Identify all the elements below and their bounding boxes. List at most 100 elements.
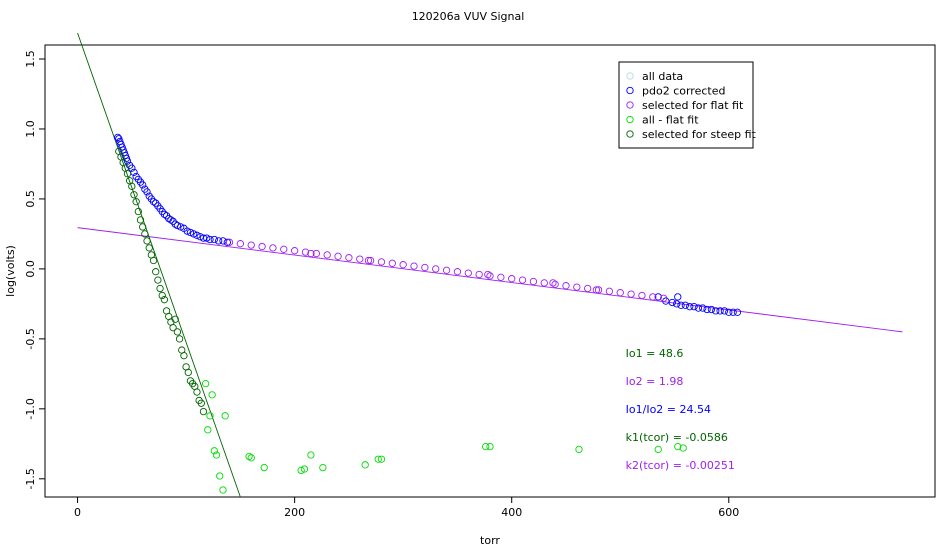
data-point xyxy=(486,272,494,280)
data-point xyxy=(377,258,386,266)
data-point xyxy=(475,270,483,279)
data-point xyxy=(673,300,681,308)
data-point xyxy=(699,304,707,312)
y-axis-label: log(volts) xyxy=(4,245,17,297)
data-point xyxy=(654,445,662,454)
data-point xyxy=(173,328,182,336)
legend-marker xyxy=(626,86,634,95)
data-point xyxy=(175,335,184,343)
x-tick-label: 400 xyxy=(501,506,522,519)
legend-marker xyxy=(626,101,634,109)
data-point xyxy=(690,303,698,311)
data-point xyxy=(377,455,386,463)
data-point xyxy=(223,238,231,246)
data-point xyxy=(733,308,742,316)
y-axis: 1.5 1.0 0.5 0.0 -0.5 -1.0 -1.5 xyxy=(24,50,45,490)
data-point xyxy=(258,242,266,251)
data-point xyxy=(145,244,153,252)
data-point xyxy=(225,238,234,246)
steep-fit-line xyxy=(77,32,241,498)
fit-annotation: k1(tcor) = -0.0586 xyxy=(626,431,728,444)
data-point xyxy=(540,279,548,287)
data-point xyxy=(686,303,694,311)
data-point xyxy=(193,388,201,396)
data-point xyxy=(484,270,492,279)
data-point xyxy=(334,252,342,260)
data-point xyxy=(575,445,583,454)
data-point xyxy=(725,308,733,316)
x-axis: 0 200 400 600 xyxy=(74,497,739,519)
legend-label: selected for flat fit xyxy=(642,99,744,112)
data-point xyxy=(716,307,724,315)
data-point xyxy=(584,284,592,293)
data-point xyxy=(399,261,407,269)
data-point xyxy=(219,486,227,494)
data-point xyxy=(356,255,364,263)
data-point xyxy=(269,244,277,252)
data-point xyxy=(208,391,216,399)
series-selected-for-flat-fit xyxy=(225,238,668,302)
data-point xyxy=(345,254,353,262)
data-point xyxy=(167,216,175,224)
data-point xyxy=(149,256,158,265)
data-point xyxy=(529,277,538,286)
data-point xyxy=(677,301,685,309)
x-tick-label: 200 xyxy=(284,506,305,519)
data-point xyxy=(421,263,429,272)
data-point xyxy=(720,307,729,315)
y-tick-label: 0.5 xyxy=(24,190,37,208)
data-point xyxy=(149,198,158,206)
data-point xyxy=(592,286,601,294)
data-point xyxy=(247,454,255,462)
data-point xyxy=(549,279,557,287)
data-point xyxy=(247,241,255,249)
legend-label: all data xyxy=(642,70,683,83)
data-point xyxy=(280,245,288,253)
data-point xyxy=(319,463,327,472)
data-point xyxy=(497,273,505,281)
data-point xyxy=(374,455,382,463)
data-point xyxy=(694,304,703,312)
data-point xyxy=(156,284,164,293)
series-all---flat-fit xyxy=(201,380,687,494)
data-point xyxy=(674,293,682,301)
data-point xyxy=(508,275,516,283)
data-point xyxy=(562,282,570,290)
flat-fit-line xyxy=(77,227,903,333)
fit-lines xyxy=(77,32,903,498)
data-point xyxy=(130,191,138,199)
data-point xyxy=(160,296,169,304)
data-point xyxy=(323,251,331,259)
data-point xyxy=(158,291,166,300)
data-points xyxy=(114,133,742,494)
data-point xyxy=(627,290,635,298)
data-point xyxy=(605,287,614,295)
data-point xyxy=(171,315,179,323)
y-tick-label: -1.5 xyxy=(24,468,37,489)
data-point xyxy=(729,308,737,316)
data-point xyxy=(649,293,657,301)
data-point xyxy=(193,231,201,239)
x-tick-label: 600 xyxy=(718,506,739,519)
data-point xyxy=(260,463,268,472)
y-tick-label: 1.0 xyxy=(24,120,37,138)
data-point xyxy=(307,249,315,258)
data-point xyxy=(199,407,208,416)
data-point xyxy=(160,210,169,218)
data-point xyxy=(245,452,253,461)
data-point xyxy=(307,451,315,459)
data-point xyxy=(197,399,205,407)
data-point xyxy=(206,412,214,420)
data-point xyxy=(180,352,188,360)
data-point xyxy=(128,182,136,190)
data-point xyxy=(184,368,192,377)
data-point xyxy=(594,286,603,294)
data-point xyxy=(712,307,720,315)
data-point xyxy=(366,256,375,265)
data-point xyxy=(206,235,214,244)
fit-annotation: Io1 = 48.6 xyxy=(626,347,684,360)
data-point xyxy=(141,230,149,238)
y-tick-label: -1.0 xyxy=(24,398,37,419)
y-tick-label: -0.5 xyxy=(24,328,37,349)
